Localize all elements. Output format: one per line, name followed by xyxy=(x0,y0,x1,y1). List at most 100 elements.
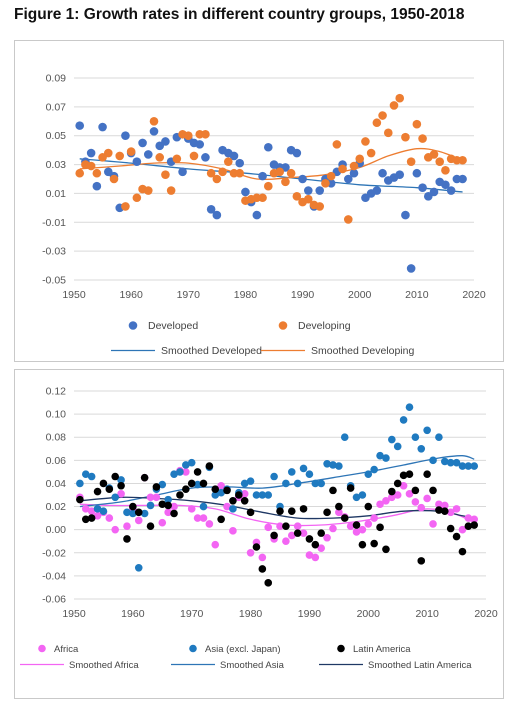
data-point-developing xyxy=(321,179,330,188)
data-point-developing xyxy=(166,186,176,195)
data-point-asia-excl-japan- xyxy=(335,462,343,470)
data-point-latin-america xyxy=(340,514,349,522)
data-point-latin-america xyxy=(411,486,420,495)
data-point-africa xyxy=(205,520,214,528)
data-point-developed xyxy=(441,180,450,190)
data-point-latin-america xyxy=(276,507,284,515)
data-point-developing xyxy=(286,168,296,178)
y-tick-label: 0.06 xyxy=(46,455,67,467)
data-point-asia-excl-japan- xyxy=(240,479,249,488)
data-point-developed xyxy=(149,127,159,136)
data-point-asia-excl-japan- xyxy=(393,442,402,451)
data-point-asia-excl-japan- xyxy=(199,502,208,511)
data-point-developed xyxy=(201,153,210,162)
data-point-asia-excl-japan- xyxy=(193,480,202,489)
data-point-latin-america xyxy=(193,468,202,476)
data-point-asia-excl-japan- xyxy=(299,464,308,473)
data-point-latin-america xyxy=(205,462,214,470)
data-point-latin-america xyxy=(170,509,178,518)
data-point-asia-excl-japan- xyxy=(81,470,90,478)
data-point-developing xyxy=(435,157,445,166)
x-tick-label: 1960 xyxy=(121,608,145,620)
data-point-latin-america xyxy=(393,479,402,488)
data-point-latin-america xyxy=(229,496,237,505)
data-point-asia-excl-japan- xyxy=(311,479,320,488)
data-point-developing xyxy=(389,101,399,110)
data-point-latin-america xyxy=(99,479,108,488)
data-point-developing xyxy=(383,128,393,138)
data-point-africa xyxy=(182,468,190,476)
data-point-latin-america xyxy=(358,540,367,549)
legend-label-smoothed-developed: Smoothed Developed xyxy=(161,345,262,357)
data-point-africa xyxy=(323,533,331,542)
data-point-developing xyxy=(412,119,422,129)
data-point-latin-america xyxy=(423,470,431,478)
data-point-developing xyxy=(258,193,267,203)
data-point-africa xyxy=(388,493,396,502)
data-point-africa xyxy=(411,498,420,506)
data-point-latin-america xyxy=(258,565,267,573)
data-point-developing xyxy=(315,202,325,211)
data-point-latin-america xyxy=(370,539,378,548)
data-point-africa xyxy=(282,537,290,546)
data-point-developed xyxy=(395,170,405,179)
data-point-developing xyxy=(263,181,273,191)
legend-label-smoothed-asia: Smoothed Asia xyxy=(220,660,285,671)
legend-label-smoothed-developing: Smoothed Developing xyxy=(311,345,414,357)
data-point-africa xyxy=(352,528,361,536)
data-point-asia-excl-japan- xyxy=(382,454,390,462)
data-point-developing xyxy=(281,177,290,187)
data-point-africa xyxy=(441,501,449,510)
data-point-developed xyxy=(138,138,147,148)
data-point-developed xyxy=(418,183,427,192)
x-tick-label: 1970 xyxy=(180,608,204,620)
data-point-developing xyxy=(161,170,170,179)
data-point-africa xyxy=(117,490,125,498)
data-point-africa xyxy=(470,515,479,524)
data-point-africa xyxy=(458,525,467,534)
data-point-developing xyxy=(149,116,159,126)
data-point-developing xyxy=(86,161,96,171)
data-point-latin-america xyxy=(435,506,443,514)
data-point-developed xyxy=(161,137,170,146)
data-point-developed xyxy=(378,168,387,178)
data-point-latin-america xyxy=(376,523,384,532)
data-point-africa xyxy=(193,514,202,522)
data-point-africa xyxy=(93,512,102,520)
data-point-latin-america xyxy=(335,502,343,511)
data-point-latin-america xyxy=(282,522,290,530)
data-point-asia-excl-japan- xyxy=(164,495,172,504)
data-point-latin-america xyxy=(293,529,302,537)
data-point-latin-america xyxy=(264,579,273,587)
data-point-africa xyxy=(287,531,296,540)
data-point-africa xyxy=(317,544,326,552)
data-point-developed xyxy=(143,150,153,159)
y-tick-label: 0.08 xyxy=(46,432,67,444)
data-point-latin-america xyxy=(417,557,426,565)
series-line-smoothed-developing xyxy=(79,147,463,181)
data-point-africa xyxy=(170,502,178,511)
data-point-asia-excl-japan- xyxy=(187,458,196,467)
data-point-africa xyxy=(452,505,461,513)
data-point-africa xyxy=(370,514,378,522)
data-point-asia-excl-japan- xyxy=(376,451,384,460)
data-point-developing xyxy=(406,157,416,166)
data-point-africa xyxy=(134,516,143,525)
data-point-latin-america xyxy=(346,484,355,492)
data-point-latin-america xyxy=(187,479,196,488)
data-point-latin-america xyxy=(146,522,155,530)
data-point-asia-excl-japan- xyxy=(452,458,461,467)
y-tick-label: -0.06 xyxy=(42,594,66,606)
data-point-developed xyxy=(412,168,422,178)
data-point-developed xyxy=(458,174,467,184)
data-point-developed xyxy=(86,148,96,158)
data-point-developed xyxy=(75,121,85,130)
data-point-developing xyxy=(429,150,439,159)
data-point-developed xyxy=(401,210,410,220)
data-point-latin-america xyxy=(382,545,390,554)
y-tick-label: -0.02 xyxy=(42,547,66,559)
data-point-developed xyxy=(343,174,353,184)
legend-label-asia-excl-japan-: Asia (excl. Japan) xyxy=(205,644,281,655)
data-point-latin-america xyxy=(140,473,149,482)
data-point-africa xyxy=(346,522,355,530)
